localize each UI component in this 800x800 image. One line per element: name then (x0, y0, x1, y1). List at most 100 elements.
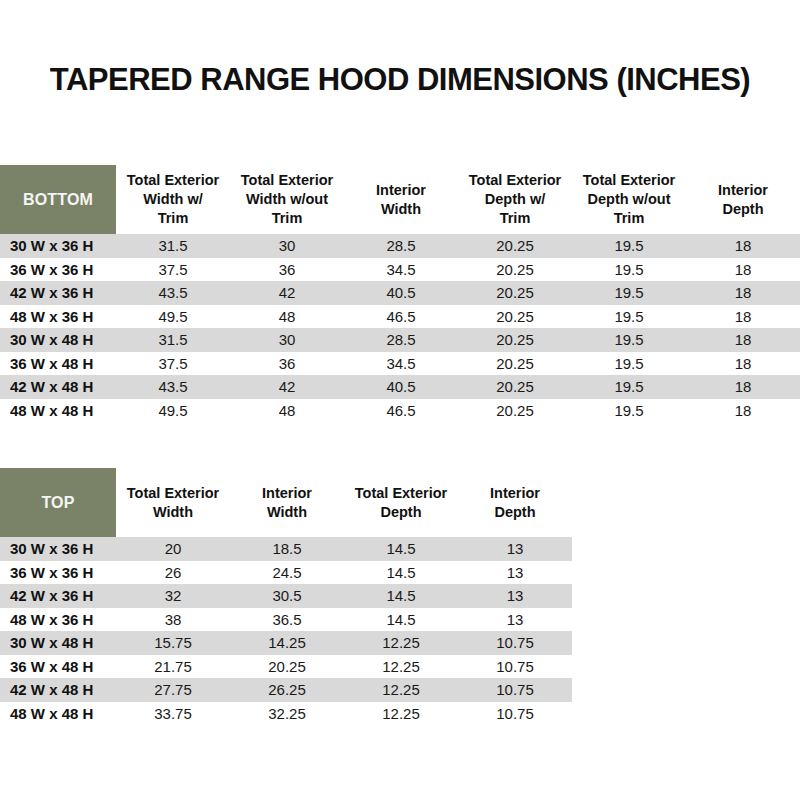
bottom-table-body: 30 W x 36 H31.53028.520.2519.51836 W x 3… (0, 234, 800, 422)
row-label: 48 W x 48 H (0, 705, 116, 722)
value-cell: 19.5 (572, 331, 686, 348)
row-label: 36 W x 48 H (0, 658, 116, 675)
column-header: Interior Width (344, 165, 458, 234)
value-cell: 20.25 (458, 308, 572, 325)
value-cell: 18 (686, 402, 800, 419)
value-cell: 20.25 (458, 355, 572, 372)
value-cell: 20.25 (230, 658, 344, 675)
value-cell: 33.75 (116, 705, 230, 722)
value-cell: 49.5 (116, 402, 230, 419)
column-header: Interior Depth (458, 468, 572, 537)
value-cell: 13 (458, 587, 572, 604)
table-row: 48 W x 48 H49.54846.520.2519.518 (0, 399, 800, 423)
row-label: 30 W x 48 H (0, 331, 116, 348)
value-cell: 18 (686, 284, 800, 301)
table-row: 42 W x 48 H43.54240.520.2519.518 (0, 375, 800, 399)
value-cell: 18.5 (230, 540, 344, 557)
value-cell: 36.5 (230, 611, 344, 628)
value-cell: 15.75 (116, 634, 230, 651)
table-row: 30 W x 36 H2018.514.513 (0, 537, 572, 561)
bottom-dimensions-table: BOTTOMTotal Exterior Width w/ Trim Total … (0, 165, 800, 422)
value-cell: 20 (116, 540, 230, 557)
value-cell: 40.5 (344, 378, 458, 395)
value-cell: 19.5 (572, 284, 686, 301)
value-cell: 19.5 (572, 378, 686, 395)
value-cell: 32.25 (230, 705, 344, 722)
value-cell: 14.5 (344, 611, 458, 628)
value-cell: 10.75 (458, 681, 572, 698)
value-cell: 18 (686, 308, 800, 325)
value-cell: 34.5 (344, 355, 458, 372)
row-label: 30 W x 36 H (0, 540, 116, 557)
value-cell: 40.5 (344, 284, 458, 301)
value-cell: 30.5 (230, 587, 344, 604)
row-label: 36 W x 36 H (0, 564, 116, 581)
value-cell: 32 (116, 587, 230, 604)
value-cell: 18 (686, 261, 800, 278)
value-cell: 26 (116, 564, 230, 581)
value-cell: 28.5 (344, 331, 458, 348)
value-cell: 24.5 (230, 564, 344, 581)
table-row: 36 W x 36 H2624.514.513 (0, 561, 572, 585)
value-cell: 18 (686, 378, 800, 395)
page: TAPERED RANGE HOOD DIMENSIONS (INCHES) B… (0, 0, 800, 800)
page-title: TAPERED RANGE HOOD DIMENSIONS (INCHES) (0, 62, 800, 98)
value-cell: 12.25 (344, 634, 458, 651)
value-cell: 48 (230, 402, 344, 419)
value-cell: 19.5 (572, 261, 686, 278)
table-row: 42 W x 48 H27.7526.2512.2510.75 (0, 678, 572, 702)
value-cell: 27.75 (116, 681, 230, 698)
table-row: 30 W x 48 H31.53028.520.2519.518 (0, 328, 800, 352)
top-dimensions-table: TOPTotal Exterior WidthInterior WidthTot… (0, 468, 572, 725)
value-cell: 30 (230, 331, 344, 348)
value-cell: 14.25 (230, 634, 344, 651)
value-cell: 18 (686, 355, 800, 372)
table-row: 30 W x 48 H15.7514.2512.2510.75 (0, 631, 572, 655)
value-cell: 20.25 (458, 378, 572, 395)
value-cell: 12.25 (344, 681, 458, 698)
value-cell: 14.5 (344, 587, 458, 604)
value-cell: 43.5 (116, 378, 230, 395)
value-cell: 26.25 (230, 681, 344, 698)
row-label: 42 W x 48 H (0, 681, 116, 698)
value-cell: 19.5 (572, 308, 686, 325)
value-cell: 14.5 (344, 564, 458, 581)
value-cell: 37.5 (116, 261, 230, 278)
value-cell: 18 (686, 237, 800, 254)
top-corner-label: TOP (0, 468, 116, 537)
row-label: 48 W x 36 H (0, 308, 116, 325)
value-cell: 19.5 (572, 355, 686, 372)
value-cell: 10.75 (458, 634, 572, 651)
bottom-corner-label: BOTTOM (0, 165, 116, 234)
row-label: 42 W x 48 H (0, 378, 116, 395)
table-row: 36 W x 48 H21.7520.2512.2510.75 (0, 655, 572, 679)
table-row: 30 W x 36 H31.53028.520.2519.518 (0, 234, 800, 258)
value-cell: 36 (230, 261, 344, 278)
column-header: Interior Depth (686, 165, 800, 234)
table-row: 42 W x 36 H3230.514.513 (0, 584, 572, 608)
value-cell: 20.25 (458, 284, 572, 301)
value-cell: 28.5 (344, 237, 458, 254)
table-row: 36 W x 36 H37.53634.520.2519.518 (0, 258, 800, 282)
row-label: 42 W x 36 H (0, 587, 116, 604)
column-header: Interior Width (230, 468, 344, 537)
column-header: Total Exterior Depth w/out Trim (572, 165, 686, 234)
row-label: 48 W x 48 H (0, 402, 116, 419)
value-cell: 31.5 (116, 237, 230, 254)
value-cell: 20.25 (458, 237, 572, 254)
value-cell: 14.5 (344, 540, 458, 557)
value-cell: 13 (458, 540, 572, 557)
value-cell: 49.5 (116, 308, 230, 325)
table-row: 48 W x 48 H33.7532.2512.2510.75 (0, 702, 572, 726)
column-header: Total Exterior Width (116, 468, 230, 537)
bottom-table-header-row: BOTTOMTotal Exterior Width w/ Trim Total … (0, 165, 800, 234)
value-cell: 13 (458, 611, 572, 628)
value-cell: 10.75 (458, 658, 572, 675)
row-label: 30 W x 36 H (0, 237, 116, 254)
value-cell: 34.5 (344, 261, 458, 278)
value-cell: 38 (116, 611, 230, 628)
row-label: 36 W x 36 H (0, 261, 116, 278)
table-row: 36 W x 48 H37.53634.520.2519.518 (0, 352, 800, 376)
column-header: Total Exterior Width w/ Trim (116, 165, 230, 234)
value-cell: 42 (230, 284, 344, 301)
